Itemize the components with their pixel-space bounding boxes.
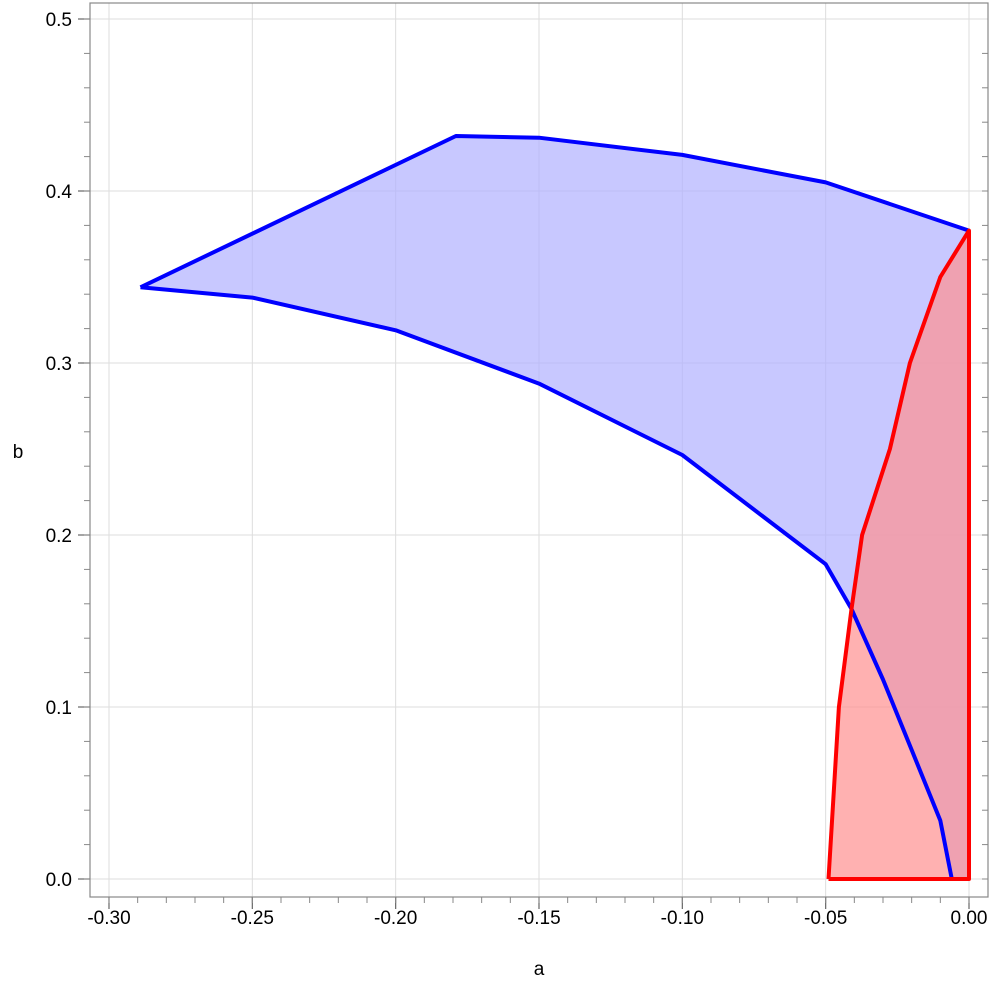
regions <box>139 134 971 881</box>
y-tick-label: 0.0 <box>46 870 72 891</box>
x-tick-label: -0.30 <box>87 908 130 929</box>
x-tick-label: 0.00 <box>951 908 988 929</box>
region-1-boundary-0 <box>826 228 971 881</box>
region-1-fill <box>828 230 969 880</box>
x-tick-label: -0.10 <box>661 908 704 929</box>
x-tick-label: -0.15 <box>517 908 560 929</box>
x-tick-label: -0.20 <box>374 908 417 929</box>
region-0-fill <box>140 136 969 879</box>
ticks: -0.30 -0.25 -0.20 -0.15 -0.10 -0.05 0.00 0.0 0.1… <box>46 10 988 929</box>
region-0-boundary-1 <box>140 285 954 880</box>
y-tick-label: 0.4 <box>46 182 73 203</box>
y-tick-label: 0.2 <box>46 526 72 547</box>
y-tick-label: 0.5 <box>46 10 72 31</box>
y-tick-label: 0.3 <box>46 354 72 375</box>
y-axis-label: b <box>13 442 24 463</box>
x-tick-label: -0.05 <box>804 908 847 929</box>
x-tick-label: -0.25 <box>231 908 274 929</box>
y-tick-label: 0.1 <box>46 698 72 719</box>
region-0-boundary-0 <box>139 134 970 290</box>
x-axis-label: a <box>534 959 545 980</box>
